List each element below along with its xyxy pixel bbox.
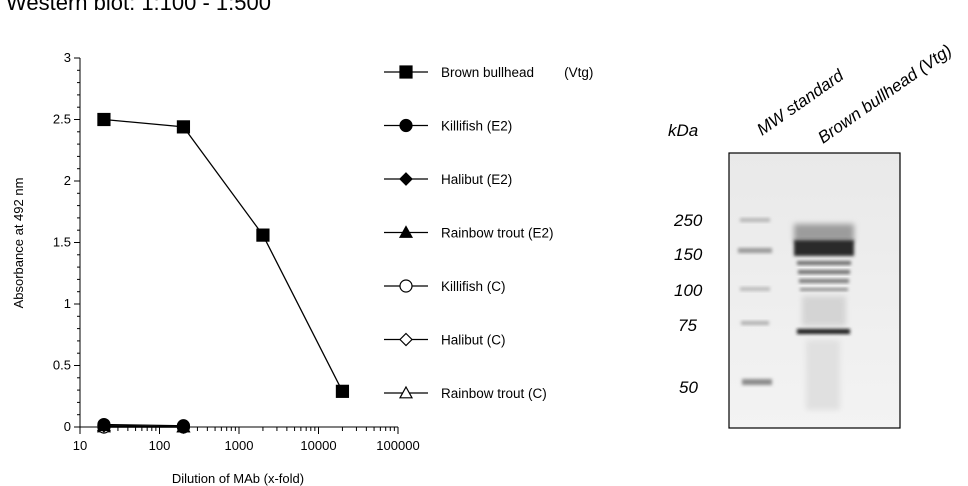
y-tick-label: 2.5 <box>53 112 71 127</box>
page-title: Western blot: 1:100 - 1:500 <box>6 0 271 15</box>
y-tick-label: 1 <box>64 296 71 311</box>
mw-label-75: 75 <box>678 316 697 335</box>
x-tick-label: 100000 <box>376 438 419 453</box>
diamond-marker <box>399 332 413 347</box>
sample-smear-top <box>794 224 854 242</box>
square-marker <box>176 120 191 134</box>
series-group <box>97 112 350 398</box>
sample-band-2 <box>797 261 851 265</box>
y-tick-label: 2 <box>64 173 71 188</box>
sample-band-main <box>794 240 854 256</box>
legend-label: Killifish (E2) <box>441 119 512 134</box>
legend-item: Rainbow trout (E2) <box>384 225 554 241</box>
mw-band-150 <box>738 248 772 253</box>
series-group <box>97 417 191 433</box>
legend-item: Killifish (E2) <box>384 119 512 134</box>
mw-standard-lane <box>738 218 772 385</box>
legend-item: Halibut (C) <box>384 333 506 348</box>
y-tick-label: 1.5 <box>53 235 71 250</box>
series-line <box>103 425 184 428</box>
mw-label-150: 150 <box>674 245 703 264</box>
sample-lane <box>794 224 854 410</box>
x-axis-label: Dilution of MAb (x-fold) <box>172 471 304 486</box>
kda-label: kDa <box>668 121 698 140</box>
sample-band-3 <box>798 270 850 274</box>
legend-item: Killifish (C) <box>384 279 506 294</box>
triangle-marker <box>398 385 414 399</box>
legend-label: Rainbow trout (C) <box>441 386 547 401</box>
sample-band-4 <box>799 279 849 283</box>
circle-marker <box>399 279 413 293</box>
x-tick-label: 10 <box>73 438 87 453</box>
circle-marker <box>399 118 413 133</box>
legend-label: Rainbow trout (E2) <box>441 226 554 241</box>
legend-item: Halibut (E2) <box>384 172 512 187</box>
lane-label-brown-bullhead: Brown bullhead (Vtg) <box>814 41 955 148</box>
y-tick-label: 0.5 <box>53 358 71 373</box>
square-marker <box>335 384 350 398</box>
series-layer <box>96 112 350 434</box>
legend-label: Brown bullhead (Vtg) <box>441 65 593 80</box>
sample-smear-low <box>806 340 840 410</box>
y-tick-label: 0 <box>64 419 71 434</box>
series-line <box>103 423 184 427</box>
triangle-marker <box>398 225 414 238</box>
sample-smear-mid <box>802 296 846 326</box>
x-tick-label: 1000 <box>225 438 254 453</box>
legend-label: Killifish (C) <box>441 279 506 294</box>
sample-band-low <box>797 329 850 334</box>
mw-band-250 <box>740 218 770 222</box>
legend-label: Halibut (C) <box>441 333 506 348</box>
legend-item: Rainbow trout (C) <box>384 385 547 401</box>
circle-marker <box>176 419 191 433</box>
diamond-marker <box>399 172 413 186</box>
square-marker <box>399 65 413 79</box>
y-tick-label: 3 <box>64 50 71 65</box>
mw-label-100: 100 <box>674 281 703 300</box>
mw-band-75 <box>741 321 769 325</box>
y-axis-label: Absorbance at 492 nm <box>11 178 26 309</box>
x-tick-label: 100 <box>149 438 171 453</box>
square-marker <box>97 112 111 127</box>
legend-label: Halibut (E2) <box>441 172 512 187</box>
legend-item: Brown bullhead (Vtg) <box>384 65 593 80</box>
circle-marker <box>97 417 111 432</box>
mw-band-50 <box>742 379 772 385</box>
x-tick-label: 10000 <box>300 438 336 453</box>
mw-band-100 <box>740 287 770 291</box>
chart-legend: Brown bullhead (Vtg) Killifish (E2) Halibu… <box>384 65 593 401</box>
mw-label-250: 250 <box>673 211 703 230</box>
series-line <box>103 118 344 392</box>
chart-axes: 0 0.5 1 1.5 2 2.5 3 10 100 1000 10000 100000 <box>53 50 420 453</box>
sample-band-5 <box>800 288 848 291</box>
mw-label-50: 50 <box>679 378 698 397</box>
square-marker <box>256 228 270 242</box>
